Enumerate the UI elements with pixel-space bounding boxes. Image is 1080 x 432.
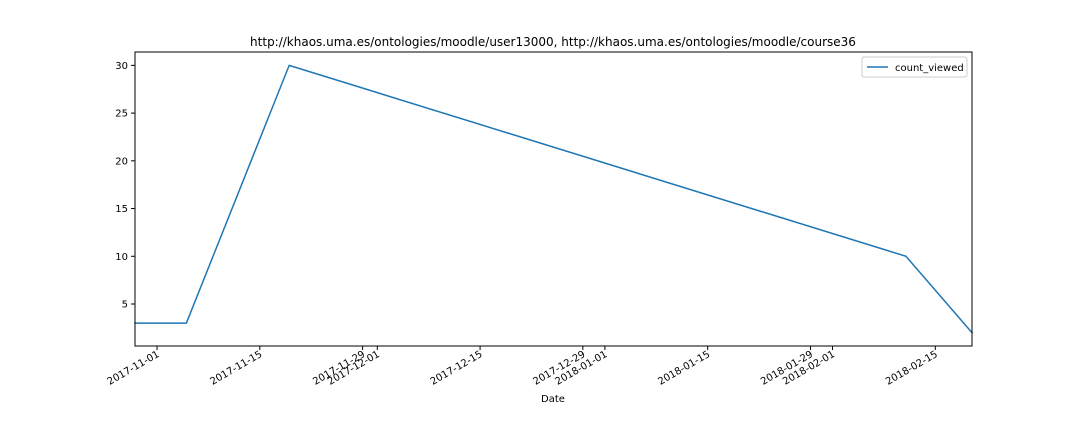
y-tick-label: 15	[115, 204, 128, 215]
y-tick-label: 10	[115, 252, 128, 263]
chart-title: http://khaos.uma.es/ontologies/moodle/us…	[250, 35, 856, 49]
plot-area	[134, 51, 974, 347]
y-tick-label: 30	[115, 61, 128, 72]
legend-label-count-viewed: count_viewed	[895, 63, 964, 74]
plot-frame	[134, 51, 973, 347]
y-tick-label: 5	[122, 300, 128, 311]
y-tick-label: 20	[115, 156, 128, 167]
y-tick-label: 25	[115, 109, 128, 120]
legend: count_viewed	[861, 56, 968, 78]
y-axis: 5 10 15 20 25 30	[115, 61, 135, 311]
x-axis-label: Date	[541, 394, 565, 405]
plot-background	[135, 52, 972, 346]
legend-frame	[861, 56, 968, 78]
